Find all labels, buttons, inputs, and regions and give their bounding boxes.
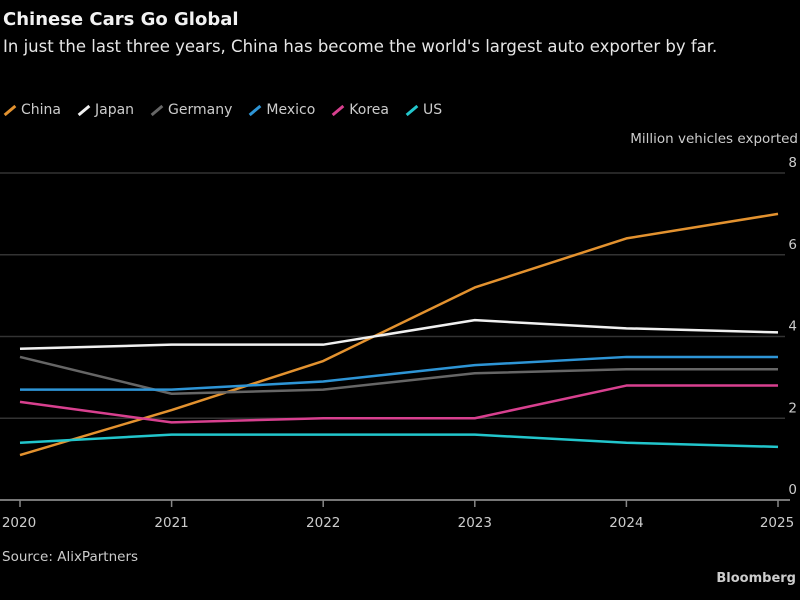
x-tick-label: 2021 (154, 515, 188, 531)
chart-title: Chinese Cars Go Global (3, 9, 239, 30)
legend-label: Korea (349, 102, 389, 118)
legend-item-mexico: Mexico (248, 102, 315, 118)
x-tick-label: 2020 (2, 515, 36, 531)
legend-label: Germany (168, 102, 233, 118)
legend-item-us: US (405, 102, 442, 118)
legend-item-germany: Germany (150, 102, 232, 118)
x-tick-label: 2024 (609, 515, 643, 531)
legend-label: China (21, 102, 61, 118)
legend-label: Japan (95, 102, 135, 118)
y-tick-label: 4 (788, 319, 797, 335)
series-line-us (19, 433, 779, 449)
y-tick-label: 6 (788, 237, 797, 253)
chart-subtitle: In just the last three years, China has … (3, 37, 718, 56)
series-line-mexico (20, 355, 778, 391)
x-tick-label: 2023 (458, 515, 492, 531)
y-tick-label: 0 (788, 482, 797, 498)
legend-item-china: China (3, 102, 61, 118)
source-note: Source: AlixPartners (2, 549, 139, 565)
x-tick-label: 2025 (760, 515, 794, 531)
series-line-germany (19, 355, 778, 395)
legend-label: Mexico (266, 102, 316, 118)
legend: China Japan Germany Mexico Korea US (3, 102, 442, 118)
y-tick-label: 8 (788, 155, 797, 171)
y-tick-label: 2 (788, 400, 797, 416)
bloomberg-logo: Bloomberg (716, 571, 796, 586)
x-tick-label: 2022 (306, 515, 340, 531)
series-line-korea (19, 384, 778, 424)
legend-item-korea: Korea (331, 102, 389, 118)
series-line-japan (19, 318, 779, 351)
series-line-china (19, 212, 779, 457)
y-axis-label: Million vehicles exported (630, 131, 798, 147)
legend-item-japan: Japan (77, 102, 134, 118)
legend-label: US (423, 102, 443, 118)
